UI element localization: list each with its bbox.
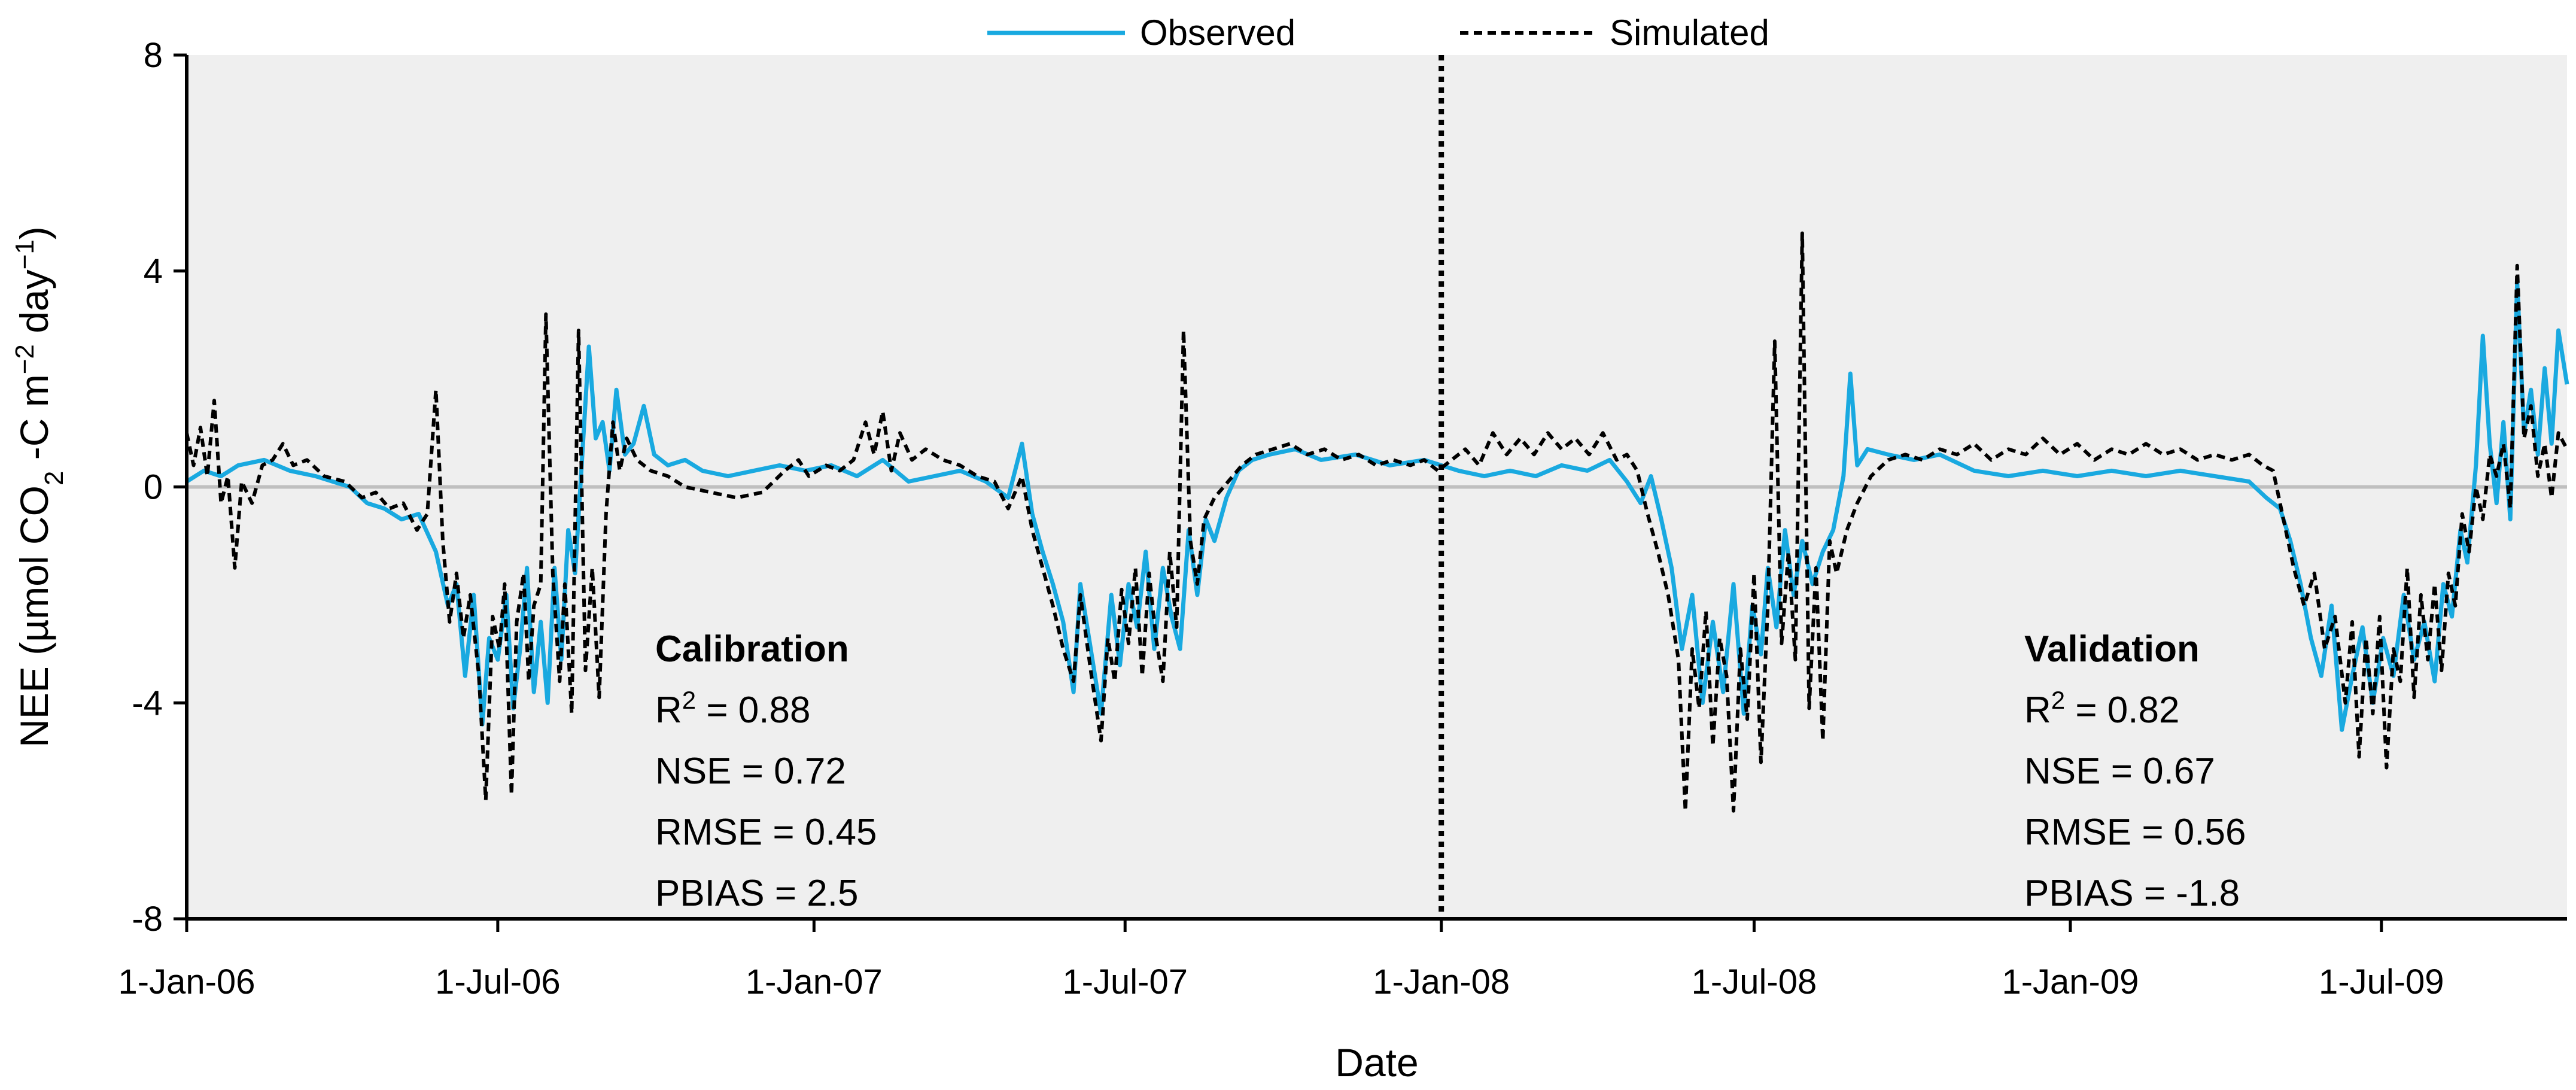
x-tick-label: 1-Jul-07 xyxy=(1062,963,1188,1001)
y-tick-label: 4 xyxy=(144,252,163,291)
x-tick-label: 1-Jan-08 xyxy=(1373,963,1510,1001)
x-tick-label: 1-Jan-06 xyxy=(118,963,256,1001)
calibration-heading: Calibration xyxy=(655,629,849,670)
validation-heading: Validation xyxy=(2024,629,2200,670)
calibration-r2: R2 = 0.88 xyxy=(655,686,810,731)
validation-nse: NSE = 0.67 xyxy=(2024,751,2215,792)
calibration-rmse: RMSE = 0.45 xyxy=(655,812,877,853)
legend: Observed Simulated xyxy=(987,13,1769,53)
y-tick-label: 0 xyxy=(144,468,163,507)
calibration-nse: NSE = 0.72 xyxy=(655,751,846,792)
x-tick-label: 1-Jul-09 xyxy=(2319,963,2444,1001)
y-tick-label: -4 xyxy=(132,684,163,722)
x-tick-label: 1-Jan-07 xyxy=(746,963,883,1001)
y-axis-ticks: 8 4 0 -4 -8 xyxy=(132,36,187,939)
series-layer xyxy=(185,231,2569,813)
calibration-stats: Calibration R2 = 0.88 NSE = 0.72 RMSE = … xyxy=(655,629,877,914)
legend-observed-label: Observed xyxy=(1140,13,1295,53)
calibration-pbias: PBIAS = 2.5 xyxy=(655,873,859,914)
y-tick-label: -8 xyxy=(132,900,163,939)
y-axis-title: NEE (µmol CO2 -C m−2 day−1) xyxy=(10,226,69,748)
validation-pbias: PBIAS = -1.8 xyxy=(2024,873,2240,914)
series-line-simulated xyxy=(185,231,2569,813)
x-axis-ticks: 1-Jan-06 1-Jul-06 1-Jan-07 1-Jul-07 1-Jan-08… xyxy=(118,919,2444,1001)
validation-r2: R2 = 0.82 xyxy=(2024,686,2179,731)
x-tick-label: 1-Jul-06 xyxy=(435,963,561,1001)
x-tick-label: 1-Jan-09 xyxy=(2002,963,2139,1001)
legend-simulated-label: Simulated xyxy=(1610,13,1769,53)
validation-stats: Validation R2 = 0.82 NSE = 0.67 RMSE = 0… xyxy=(2024,629,2246,914)
x-axis-title: Date xyxy=(1335,1040,1418,1085)
validation-rmse: RMSE = 0.56 xyxy=(2024,812,2246,853)
x-tick-label: 1-Jul-08 xyxy=(1692,963,1817,1001)
y-tick-label: 8 xyxy=(144,36,163,75)
